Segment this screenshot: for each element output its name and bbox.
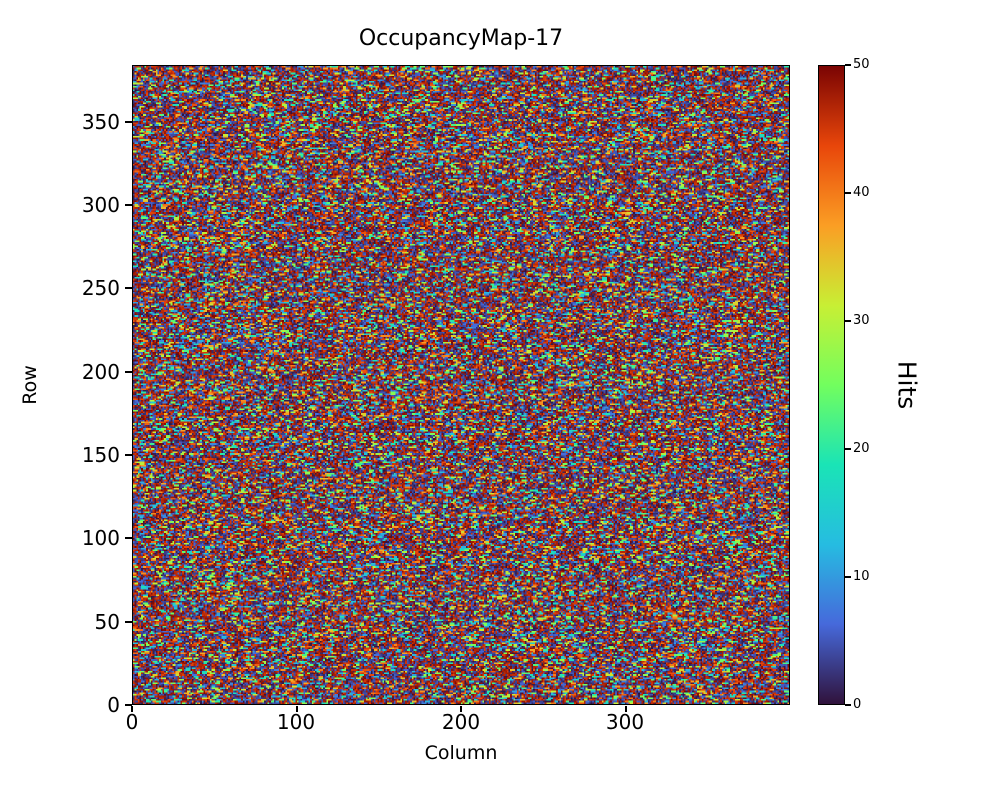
x-tick-mark <box>131 706 133 712</box>
colorbar-tick-mark <box>845 704 851 706</box>
y-tick-label: 350 <box>81 110 120 134</box>
y-tick-mark <box>125 537 132 539</box>
colorbar-tick-label: 30 <box>853 313 870 328</box>
y-tick-label: 50 <box>94 610 120 634</box>
x-tick-label: 200 <box>441 710 481 734</box>
x-tick-label: 300 <box>605 710 645 734</box>
colorbar-tick-mark <box>845 576 851 578</box>
colorbar-tick-mark <box>845 64 851 66</box>
y-tick-mark <box>125 121 132 123</box>
y-tick-mark <box>125 621 132 623</box>
heatmap-canvas <box>133 66 789 704</box>
x-tick-mark <box>460 706 462 712</box>
y-tick-label: 150 <box>81 443 120 467</box>
y-tick-mark <box>125 204 132 206</box>
y-tick-mark <box>125 704 132 706</box>
colorbar-tick-mark <box>845 320 851 322</box>
heatmap-plot-area <box>132 65 790 705</box>
colorbar-gradient <box>819 66 844 704</box>
colorbar-label: Hits <box>892 360 922 410</box>
chart-title: OccupancyMap-17 <box>358 26 564 51</box>
colorbar-tick-label: 0 <box>853 697 862 712</box>
x-tick-mark <box>296 706 298 712</box>
colorbar-tick-label: 20 <box>853 441 870 456</box>
colorbar-tick-label: 50 <box>853 57 870 72</box>
y-tick-mark <box>125 287 132 289</box>
x-tick-mark <box>625 706 627 712</box>
y-tick-label: 0 <box>107 693 120 717</box>
colorbar-tick-mark <box>845 192 851 194</box>
y-tick-mark <box>125 371 132 373</box>
x-tick-label: 0 <box>125 710 139 734</box>
x-tick-label: 100 <box>276 710 316 734</box>
y-tick-mark <box>125 454 132 456</box>
y-tick-label: 300 <box>81 193 120 217</box>
y-tick-label: 200 <box>81 360 120 384</box>
x-axis-label: Column <box>424 742 498 764</box>
y-tick-label: 100 <box>81 526 120 550</box>
colorbar-tick-mark <box>845 448 851 450</box>
colorbar <box>818 65 845 705</box>
y-tick-label: 250 <box>81 276 120 300</box>
colorbar-tick-label: 10 <box>853 569 870 584</box>
colorbar-tick-label: 40 <box>853 185 870 200</box>
